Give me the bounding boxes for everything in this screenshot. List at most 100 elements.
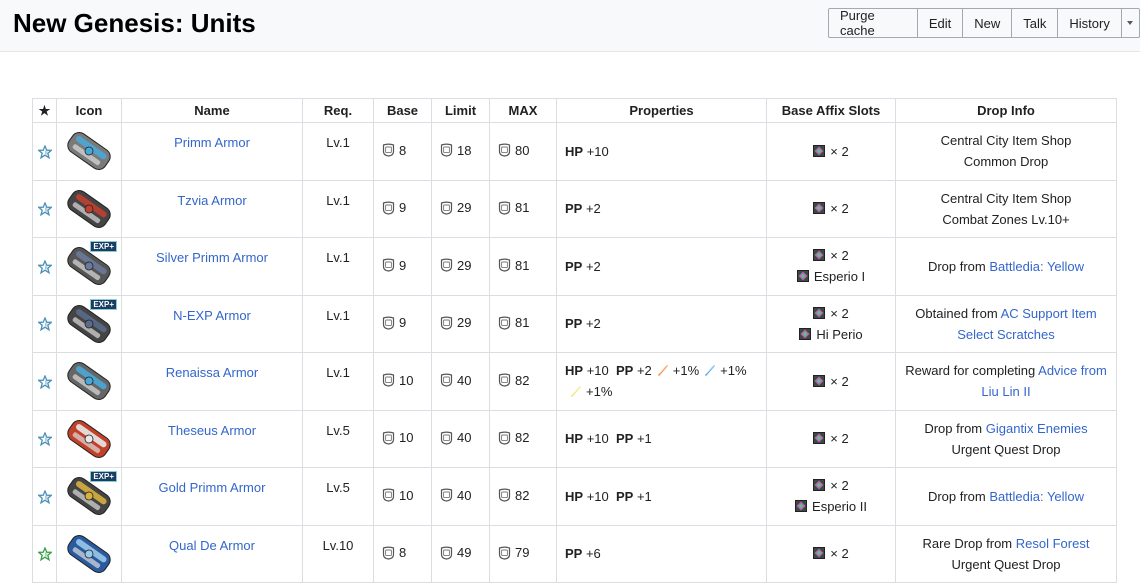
properties-cell: PP +2 bbox=[556, 237, 767, 296]
limit-cell: 18 bbox=[431, 122, 490, 181]
drop-link[interactable]: Gigantix Enemies bbox=[985, 420, 1088, 436]
pp-label: PP bbox=[565, 546, 583, 562]
unit-name-link[interactable]: Primm Armor bbox=[174, 135, 250, 150]
favorite-cell[interactable] bbox=[32, 179, 57, 238]
max-value: 80 bbox=[515, 142, 530, 158]
page-title: New Genesis: Units bbox=[13, 8, 256, 38]
edit-button[interactable]: Edit bbox=[917, 8, 964, 38]
pp-value: +2 bbox=[585, 201, 601, 217]
col-properties[interactable]: Properties bbox=[556, 98, 767, 123]
history-button[interactable]: History bbox=[1058, 8, 1122, 38]
defense-shield-icon bbox=[382, 258, 395, 272]
limit-cell: 49 bbox=[431, 524, 490, 583]
unit-icon: EXP+ bbox=[61, 298, 117, 349]
drop-link[interactable]: Battledia: Yellow bbox=[989, 488, 1085, 504]
col-base[interactable]: Base bbox=[373, 98, 432, 123]
pp-value: +2 bbox=[636, 363, 652, 379]
hp-label: HP bbox=[565, 363, 584, 379]
max-cell: 82 bbox=[489, 409, 557, 468]
unit-name-link[interactable]: Qual De Armor bbox=[169, 537, 255, 553]
favorite-cell[interactable] bbox=[32, 409, 57, 468]
drop-info-cell: Rare Drop from Resol Forest Urgent Quest … bbox=[895, 524, 1117, 583]
new-button[interactable]: New bbox=[963, 8, 1013, 38]
pp-label: PP bbox=[565, 201, 583, 217]
unit-icon: EXP+ bbox=[61, 241, 117, 291]
col-name[interactable]: Name bbox=[121, 98, 303, 123]
base-cell: 10 bbox=[373, 409, 432, 468]
unit-name-link[interactable]: N-EXP Armor bbox=[173, 307, 251, 323]
base-value: 9 bbox=[399, 257, 407, 273]
col-req[interactable]: Req. bbox=[302, 98, 374, 123]
limit-value: 49 bbox=[457, 545, 472, 560]
col-star[interactable]: ★ bbox=[32, 98, 57, 123]
drop-link-2[interactable]: Select Scratches bbox=[957, 326, 1055, 342]
star-icon bbox=[37, 489, 52, 504]
pp-value: +2 bbox=[585, 316, 601, 332]
col-drop-info[interactable]: Drop Info bbox=[895, 98, 1117, 123]
unit-name-link[interactable]: Gold Primm Armor bbox=[158, 480, 266, 495]
affix-slots-cell: × 2 Esperio I bbox=[766, 237, 896, 296]
drop-prefix: Drop from bbox=[927, 258, 990, 274]
drop-link[interactable]: Resol Forest bbox=[1015, 535, 1090, 551]
favorite-cell[interactable] bbox=[32, 294, 57, 353]
favorite-cell[interactable] bbox=[32, 122, 57, 181]
favorite-cell[interactable] bbox=[32, 524, 57, 583]
icon-cell: EXP+ bbox=[56, 237, 122, 296]
star-icon bbox=[37, 259, 52, 274]
affix-slots-cell: × 2 bbox=[766, 179, 896, 238]
favorite-cell[interactable] bbox=[32, 352, 57, 411]
favorite-cell[interactable] bbox=[32, 237, 57, 296]
defense-shield-icon bbox=[440, 431, 453, 445]
col-affix-slots[interactable]: Base Affix Slots bbox=[766, 98, 896, 123]
defense-shield-icon bbox=[382, 431, 395, 445]
drop-link[interactable]: AC Support Item bbox=[1000, 305, 1097, 321]
hp-value: +10 bbox=[586, 363, 609, 379]
favorite-cell[interactable] bbox=[32, 467, 57, 526]
ice-bonus: +1% bbox=[720, 363, 747, 379]
col-max[interactable]: MAX bbox=[489, 98, 557, 123]
affix-slot-icon bbox=[813, 249, 826, 262]
properties-cell: PP +6 bbox=[556, 524, 767, 583]
base-value: 8 bbox=[399, 545, 407, 560]
hp-value: +10 bbox=[586, 143, 609, 159]
defense-shield-icon bbox=[498, 546, 511, 560]
unit-name-link[interactable]: Tzvia Armor bbox=[177, 192, 247, 208]
drop-link[interactable]: Advice from bbox=[1038, 363, 1107, 379]
drop-prefix: Drop from bbox=[924, 420, 986, 436]
properties-cell: HP +10 bbox=[556, 122, 767, 181]
properties-cell: PP +2 bbox=[556, 294, 767, 353]
drop-secondary: Combat Zones Lv.10+ bbox=[942, 211, 1070, 227]
table-row: EXP+ Silver Primm Armor Lv.1 9 29 81 PP +2 × 2 E… bbox=[32, 237, 1117, 296]
affix-slots-cell: × 2 bbox=[766, 352, 896, 411]
limit-cell: 40 bbox=[431, 352, 490, 411]
unit-name-link[interactable]: Silver Primm Armor bbox=[156, 250, 268, 265]
base-affix: Esperio II bbox=[812, 499, 867, 515]
unit-name-link[interactable]: Renaissa Armor bbox=[165, 365, 259, 380]
defense-shield-icon bbox=[382, 373, 395, 387]
max-cell: 82 bbox=[489, 467, 557, 526]
more-actions-button[interactable] bbox=[1121, 8, 1140, 38]
fire-bonus: +1% bbox=[672, 363, 700, 379]
limit-value: 29 bbox=[457, 257, 472, 273]
base-value: 9 bbox=[399, 315, 407, 330]
hp-value: +10 bbox=[586, 488, 609, 504]
defense-shield-icon bbox=[498, 488, 511, 502]
exp-plus-badge: EXP+ bbox=[90, 298, 117, 310]
drop-secondary: Urgent Quest Drop bbox=[951, 556, 1061, 572]
talk-button[interactable]: Talk bbox=[1012, 8, 1059, 38]
star-icon bbox=[37, 432, 52, 447]
drop-link[interactable]: Battledia: Yellow bbox=[989, 258, 1085, 274]
pp-label: PP bbox=[615, 488, 634, 504]
col-limit[interactable]: Limit bbox=[431, 98, 490, 123]
drop-info-cell: Obtained from AC Support Item Select Scra… bbox=[895, 294, 1117, 353]
limit-cell: 29 bbox=[431, 179, 490, 238]
col-icon[interactable]: Icon bbox=[56, 98, 122, 123]
drop-link-2[interactable]: Liu Lin II bbox=[981, 384, 1031, 400]
base-cell: 8 bbox=[373, 524, 432, 583]
base-affix: Hi Perio bbox=[816, 326, 863, 342]
unit-name-link[interactable]: Theseus Armor bbox=[167, 422, 257, 438]
drop-prefix: Obtained from bbox=[915, 305, 1001, 321]
purge-cache-button[interactable]: Purge cache bbox=[828, 8, 918, 38]
req-cell: Lv.1 bbox=[302, 352, 374, 411]
limit-cell: 29 bbox=[431, 237, 490, 296]
